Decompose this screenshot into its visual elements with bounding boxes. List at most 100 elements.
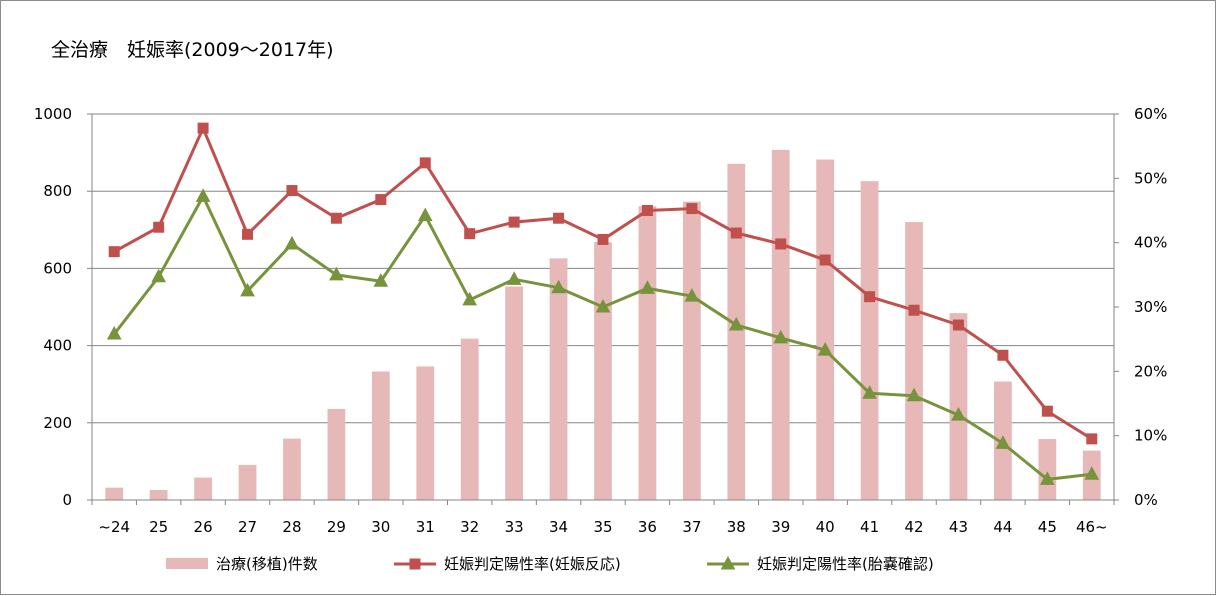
square-marker	[730, 227, 742, 239]
triangle-marker	[551, 279, 566, 294]
bar	[194, 477, 212, 500]
triangle-marker	[106, 325, 122, 340]
right-tick-label: 30%	[1134, 298, 1167, 316]
square-marker	[153, 221, 165, 233]
x-tick-label: 25	[149, 518, 168, 536]
legend-label: 治療(移植)件数	[216, 555, 318, 573]
chart-title: 全治療 妊娠率(2009～2017年)	[51, 39, 334, 61]
x-tick-label: 44	[993, 518, 1012, 536]
left-tick-label: 600	[43, 259, 72, 277]
x-tick-label: 36	[638, 518, 657, 536]
x-tick-label: 46~	[1076, 518, 1108, 536]
triangle-marker	[462, 291, 478, 306]
triangle-marker	[906, 387, 922, 402]
square-marker	[819, 254, 831, 266]
left-tick-label: 1000	[34, 105, 72, 123]
right-tick-label: 60%	[1134, 105, 1167, 123]
x-tick-label: 32	[460, 518, 479, 536]
square-marker	[597, 233, 609, 245]
legend-swatch-bar	[166, 558, 208, 569]
triangle-marker	[728, 316, 744, 331]
bar	[816, 159, 835, 500]
x-tick-label: 31	[416, 518, 435, 536]
legend: 治療(移植)件数 妊娠判定陽性率(妊娠反応) 妊娠判定陽性率(胎嚢確認)	[166, 555, 934, 573]
right-tick-label: 0%	[1134, 491, 1158, 509]
square-marker	[419, 157, 431, 169]
bar	[105, 487, 124, 500]
triangle-marker	[951, 407, 966, 421]
square-marker	[997, 349, 1009, 361]
triangle-marker	[1084, 466, 1100, 480]
legend-label: 妊娠判定陽性率(胎嚢確認)	[757, 555, 934, 573]
x-tick-label: 45	[1038, 518, 1057, 536]
bar	[594, 242, 612, 501]
left-tick-label: 800	[43, 182, 72, 200]
right-tick-label: 40%	[1134, 234, 1167, 252]
x-tick-label: ~24	[98, 518, 130, 536]
bar	[949, 313, 968, 500]
square-marker	[242, 228, 254, 240]
right-tick-label: 10%	[1134, 427, 1167, 445]
square-marker	[864, 291, 876, 303]
line-series	[106, 122, 1100, 485]
x-tick-label: 27	[238, 518, 257, 536]
x-tick-label: 33	[505, 518, 524, 536]
square-marker	[375, 194, 387, 206]
triangle-marker	[240, 282, 255, 297]
x-tick-label: 39	[771, 518, 790, 536]
square-marker	[286, 185, 298, 197]
triangle-marker	[417, 207, 433, 222]
left-tick-label: 400	[43, 337, 72, 355]
triangle-marker	[195, 188, 211, 202]
square-marker	[641, 205, 653, 216]
square-marker	[464, 228, 476, 240]
triangle-marker	[1040, 471, 1055, 485]
bar	[860, 181, 879, 500]
x-tick-label: 37	[682, 518, 701, 536]
x-tick-label: 26	[194, 518, 213, 536]
triangle-marker	[151, 268, 166, 283]
x-tick-label: 35	[593, 518, 612, 536]
square-marker	[409, 558, 421, 570]
bar-series	[105, 149, 1101, 501]
square-marker	[1086, 433, 1098, 445]
square-marker	[330, 212, 342, 224]
bar	[682, 201, 701, 500]
triangle-marker	[684, 288, 700, 302]
triangle-marker	[284, 235, 300, 250]
square-marker	[908, 304, 920, 316]
triangle-marker	[773, 329, 789, 344]
bar	[727, 163, 746, 500]
triangle-marker	[506, 271, 522, 285]
x-tick-label: 43	[949, 518, 968, 536]
square-marker	[686, 203, 698, 215]
x-tick-label: 41	[860, 518, 879, 536]
bar	[460, 338, 479, 500]
square-marker	[197, 122, 209, 134]
x-tick-label: 42	[904, 518, 923, 536]
bar	[905, 222, 923, 500]
bar	[416, 366, 435, 500]
x-tick-label: 30	[371, 518, 390, 536]
left-tick-label: 200	[43, 414, 72, 432]
bar	[371, 371, 390, 500]
bar	[283, 438, 301, 500]
x-tick-label: 29	[327, 518, 346, 536]
bar	[149, 489, 168, 500]
left-tick-label: 0	[62, 491, 72, 509]
right-tick-label: 50%	[1134, 169, 1167, 187]
bar	[1038, 439, 1057, 500]
right-tick-label: 20%	[1134, 362, 1167, 380]
triangle-marker	[595, 298, 611, 313]
triangle-marker	[640, 280, 655, 294]
bar	[327, 408, 346, 500]
x-tick-label: 34	[549, 518, 568, 536]
square-marker	[952, 319, 964, 331]
legend-label: 妊娠判定陽性率(妊娠反応)	[444, 555, 621, 573]
square-marker	[1041, 405, 1053, 417]
triangle-marker	[373, 273, 389, 287]
x-tick-label: 40	[816, 518, 835, 536]
triangle-marker	[817, 342, 833, 356]
